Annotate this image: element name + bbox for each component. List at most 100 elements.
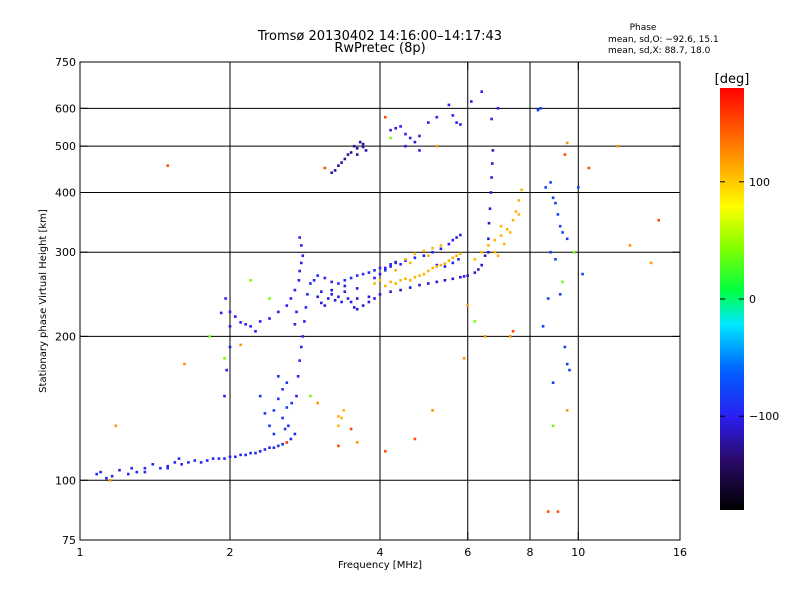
data-point (177, 457, 181, 460)
data-point (422, 254, 426, 257)
data-point (330, 293, 333, 296)
data-point (563, 153, 567, 156)
data-point (337, 282, 340, 285)
data-point (435, 265, 439, 268)
data-point (330, 288, 333, 292)
y-axis-label: Stationary phase Virtual Height [km] (38, 209, 49, 393)
data-point (258, 450, 262, 453)
data-point (399, 263, 402, 266)
data-point (358, 140, 362, 144)
data-point (234, 315, 237, 318)
data-point (263, 448, 267, 451)
data-point (361, 145, 365, 149)
data-point (340, 161, 343, 164)
data-point (487, 221, 491, 225)
data-point (304, 306, 308, 309)
data-point (312, 279, 316, 282)
data-point (541, 325, 545, 328)
data-point (295, 394, 298, 398)
x-axis-ticks: 1 2 4 6 8 10 16 (77, 62, 687, 559)
data-point (457, 258, 460, 261)
data-point (105, 476, 108, 480)
data-point (418, 149, 421, 152)
data-point (95, 472, 98, 476)
colorbar-tick-label: 100 (749, 176, 770, 189)
data-point (462, 357, 466, 360)
data-point (301, 335, 305, 338)
data-point (408, 136, 412, 140)
data-point (443, 279, 447, 282)
data-point (340, 416, 343, 420)
data-point (561, 231, 564, 234)
data-point (565, 237, 569, 241)
phase-stats-label: Phase (630, 23, 657, 33)
data-point (470, 100, 473, 103)
data-point (491, 162, 494, 165)
data-point (443, 265, 447, 268)
data-point (568, 368, 571, 372)
data-point (361, 272, 365, 276)
x-tick-label: 2 (227, 546, 234, 559)
y-tick-label: 400 (55, 186, 76, 199)
data-point (418, 274, 421, 277)
data-point (277, 375, 280, 378)
data-point (536, 108, 540, 112)
data-point (303, 320, 306, 323)
data-point (427, 269, 430, 273)
data-point (254, 330, 257, 333)
data-point (352, 144, 356, 148)
data-point (127, 472, 130, 476)
data-point (301, 254, 305, 257)
data-point (413, 252, 417, 255)
data-point (549, 181, 552, 184)
data-point (431, 246, 434, 250)
data-point (459, 123, 462, 126)
data-point (355, 147, 359, 150)
data-point (384, 450, 387, 453)
data-point (281, 416, 284, 420)
data-point (223, 394, 226, 398)
data-point (435, 280, 439, 284)
data-point (219, 311, 223, 315)
data-point (431, 250, 434, 254)
data-point (384, 269, 387, 272)
data-point (587, 166, 591, 170)
data-point (296, 375, 300, 378)
data-point (558, 224, 562, 228)
data-point (404, 259, 407, 262)
data-point (346, 153, 350, 156)
data-point (572, 250, 576, 254)
data-point (389, 280, 392, 284)
data-points (95, 90, 660, 513)
y-tick-label: 100 (55, 474, 76, 487)
data-point (517, 199, 521, 202)
data-point (443, 262, 447, 265)
data-point (517, 213, 521, 216)
data-point (309, 282, 312, 285)
data-point (143, 470, 147, 474)
data-point (394, 282, 397, 285)
data-point (343, 157, 347, 161)
y-tick-label: 200 (55, 330, 76, 343)
data-point (285, 406, 289, 409)
x-tick-label: 6 (464, 546, 471, 559)
data-point (228, 325, 232, 328)
data-point (355, 441, 359, 444)
data-point (166, 464, 169, 468)
data-point (249, 451, 252, 455)
data-point (459, 252, 462, 255)
data-point (297, 279, 301, 282)
data-point (225, 368, 228, 372)
data-point (505, 228, 509, 231)
data-point (316, 401, 319, 405)
data-point (378, 272, 382, 276)
data-point (394, 269, 397, 272)
data-point (577, 186, 580, 189)
x-axis-label: Frequency [MHz] (338, 560, 422, 571)
data-point (480, 250, 483, 254)
data-point (628, 244, 632, 247)
data-point (508, 231, 512, 234)
data-point (488, 207, 492, 210)
data-point (298, 236, 301, 239)
data-point (298, 269, 301, 273)
